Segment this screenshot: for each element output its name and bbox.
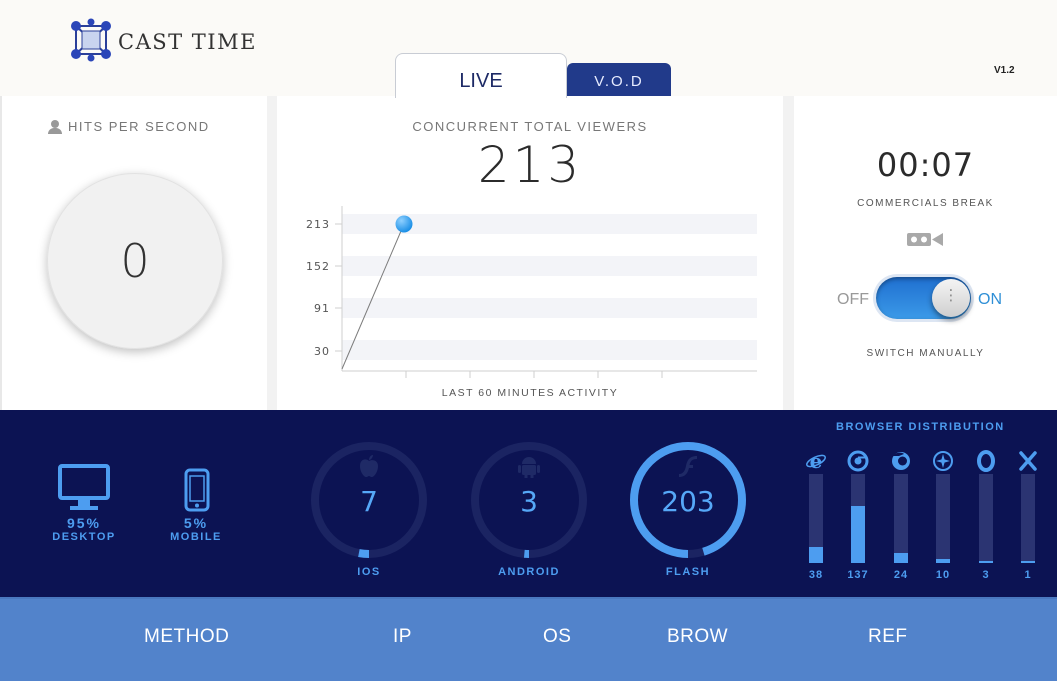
version-label: V1.2 bbox=[994, 65, 1015, 76]
browser-bar-fill bbox=[894, 553, 908, 563]
browser-count: 10 bbox=[935, 569, 951, 581]
browser-bar bbox=[1021, 474, 1035, 563]
user-icon bbox=[48, 119, 62, 134]
android-icon bbox=[518, 457, 540, 478]
hits-title-text: HITS PER SECOND bbox=[68, 119, 210, 134]
svg-text:e: e bbox=[810, 450, 823, 472]
hits-panel: HITS PER SECOND 0 bbox=[0, 96, 267, 410]
hits-title: HITS PER SECOND bbox=[48, 119, 210, 134]
browser-bar bbox=[936, 474, 950, 563]
camera-icon bbox=[907, 233, 943, 246]
browser-count: 24 bbox=[893, 569, 909, 581]
android-count: 3 bbox=[520, 485, 538, 518]
mobile-icon bbox=[184, 468, 210, 512]
browser-bar bbox=[851, 474, 865, 563]
toggle-off-label: OFF bbox=[837, 291, 869, 308]
firefox-icon bbox=[892, 452, 910, 470]
android-label: ANDROID bbox=[498, 566, 560, 578]
grid-band bbox=[342, 340, 757, 360]
switch-manually-label: SWITCH MANUALLY bbox=[866, 348, 985, 359]
viewers-count: 213 bbox=[477, 136, 583, 194]
browser-count: 1 bbox=[1024, 569, 1032, 581]
browser-bar-fill bbox=[851, 506, 865, 563]
chrome-icon bbox=[847, 450, 869, 472]
nav-brow[interactable]: BROW bbox=[667, 626, 729, 647]
grid-band bbox=[342, 214, 757, 234]
nav-ip[interactable]: IP bbox=[393, 626, 412, 647]
browser-bar bbox=[979, 474, 993, 563]
hits-value: 0 bbox=[47, 173, 223, 349]
y-tick-label: 152 bbox=[306, 260, 330, 273]
nav-os[interactable]: OS bbox=[543, 626, 572, 647]
commercial-timer: 00:07 bbox=[876, 146, 975, 184]
ring-progress bbox=[630, 442, 746, 558]
gutter bbox=[267, 96, 277, 410]
browser-bar bbox=[894, 474, 908, 563]
android-ring: 3 bbox=[467, 438, 591, 562]
ring-progress bbox=[471, 442, 587, 558]
desktop-label: DESKTOP bbox=[52, 531, 116, 543]
series-line bbox=[341, 223, 405, 370]
ring-progress bbox=[311, 442, 427, 558]
opera-icon bbox=[977, 450, 995, 472]
browser-bar-fill bbox=[1021, 561, 1035, 563]
browser-count: 137 bbox=[847, 569, 869, 581]
brand-name: CAST TIME bbox=[118, 30, 257, 54]
browser-count: 3 bbox=[982, 569, 990, 581]
desktop-icon bbox=[58, 464, 110, 510]
mobile-stat: 5% MOBILE bbox=[156, 515, 236, 543]
nav-ref[interactable]: REF bbox=[868, 626, 908, 647]
gutter bbox=[783, 96, 794, 410]
browser-bar-fill bbox=[979, 561, 993, 563]
toggle-knob[interactable] bbox=[932, 279, 970, 317]
flash-ring: 203 bbox=[626, 438, 750, 562]
browser-bar bbox=[809, 474, 823, 563]
commercial-panel: 00:07 COMMERCIALS BREAK OFF ON SWITCH MA… bbox=[794, 96, 1057, 410]
ios-count: 7 bbox=[360, 485, 378, 518]
bottom-nav: METHOD IP OS BROW REF bbox=[0, 597, 1057, 681]
nav-method[interactable]: METHOD bbox=[144, 626, 230, 647]
android-ring-graphic bbox=[471, 442, 587, 558]
y-tick-label: 91 bbox=[314, 302, 330, 315]
flash-count: 203 bbox=[661, 485, 715, 518]
mobile-pct: 5% bbox=[183, 515, 209, 531]
flash-icon bbox=[679, 456, 697, 477]
y-tick-label: 213 bbox=[306, 218, 330, 231]
browser-distribution-title: BROWSER DISTRIBUTION bbox=[836, 421, 1005, 433]
flash-label: FLASH bbox=[665, 566, 711, 578]
viewers-panel: CONCURRENT TOTAL VIEWERS 213 213 152 91 30 … bbox=[277, 96, 783, 410]
browser-bar-fill bbox=[809, 547, 823, 563]
data-point[interactable] bbox=[395, 215, 413, 233]
header: CAST TIME V1.2 LIVE V.O.D bbox=[0, 0, 1057, 98]
stats-band: 95% DESKTOP 5% MOBILE 7 IOS 3 ANDROID bbox=[0, 410, 1057, 597]
safari-icon bbox=[933, 451, 953, 471]
other-x-icon bbox=[1019, 451, 1037, 471]
viewers-chart: 213 152 91 30 bbox=[306, 206, 757, 378]
browser-bar-fill bbox=[936, 559, 950, 563]
flash-ring-graphic bbox=[630, 442, 746, 558]
desktop-stat: 95% DESKTOP bbox=[44, 515, 124, 543]
browser-count: 38 bbox=[808, 569, 824, 581]
apple-icon bbox=[360, 455, 378, 477]
grid-band bbox=[342, 298, 757, 318]
y-tick-label: 30 bbox=[314, 345, 330, 358]
tab-live[interactable]: LIVE bbox=[395, 53, 567, 98]
desktop-pct: 95% bbox=[66, 515, 102, 531]
ie-icon: e bbox=[806, 450, 826, 472]
tab-vod[interactable]: V.O.D bbox=[567, 63, 671, 97]
toggle-on-label: ON bbox=[978, 291, 1002, 308]
grid-band bbox=[342, 256, 757, 276]
ios-label: IOS bbox=[357, 566, 381, 578]
chart-caption: LAST 60 MINUTES ACTIVITY bbox=[441, 387, 619, 399]
manual-switch-toggle[interactable] bbox=[876, 277, 971, 319]
logo-icon bbox=[71, 18, 111, 62]
viewers-title: CONCURRENT TOTAL VIEWERS bbox=[412, 119, 648, 134]
ios-ring: 7 bbox=[307, 438, 431, 562]
ios-ring-graphic bbox=[311, 442, 427, 558]
mobile-label: MOBILE bbox=[170, 531, 222, 543]
commercials-label: COMMERCIALS BREAK bbox=[857, 198, 994, 209]
